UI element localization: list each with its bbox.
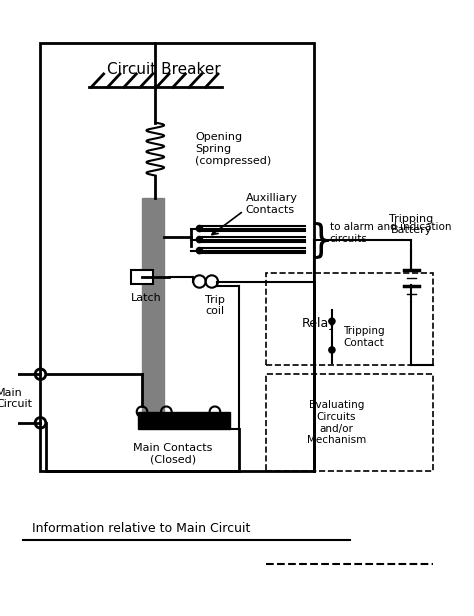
Bar xyxy=(266,273,434,365)
Text: Relay: Relay xyxy=(301,317,336,330)
Text: Auxilliary
Contacts: Auxilliary Contacts xyxy=(246,193,298,215)
Text: Circuit Breaker: Circuit Breaker xyxy=(107,62,221,77)
Text: }: } xyxy=(308,221,332,259)
Bar xyxy=(266,375,434,471)
Bar xyxy=(137,411,230,429)
Text: Evaluating
Circuits
and/or
Mechanism: Evaluating Circuits and/or Mechanism xyxy=(307,400,366,445)
Text: Information relative to Main Circuit: Information relative to Main Circuit xyxy=(32,522,250,535)
Text: to alarm and indication
circuits: to alarm and indication circuits xyxy=(330,222,451,244)
Circle shape xyxy=(196,237,202,243)
Text: Trip
coil: Trip coil xyxy=(205,294,225,317)
Circle shape xyxy=(329,347,335,353)
Text: Main Contacts
(Closed): Main Contacts (Closed) xyxy=(133,443,213,464)
Circle shape xyxy=(196,225,202,232)
Circle shape xyxy=(196,248,202,254)
Text: Opening
Spring
(compressed): Opening Spring (compressed) xyxy=(195,132,271,166)
Text: Main
Circuit: Main Circuit xyxy=(0,387,32,409)
Circle shape xyxy=(329,318,335,325)
Bar xyxy=(142,198,164,423)
Text: Tripping
Battery: Tripping Battery xyxy=(389,214,434,235)
Text: Latch: Latch xyxy=(131,293,162,302)
Bar xyxy=(40,43,314,471)
Bar xyxy=(131,270,153,284)
Text: Tripping
Contact: Tripping Contact xyxy=(343,326,384,347)
